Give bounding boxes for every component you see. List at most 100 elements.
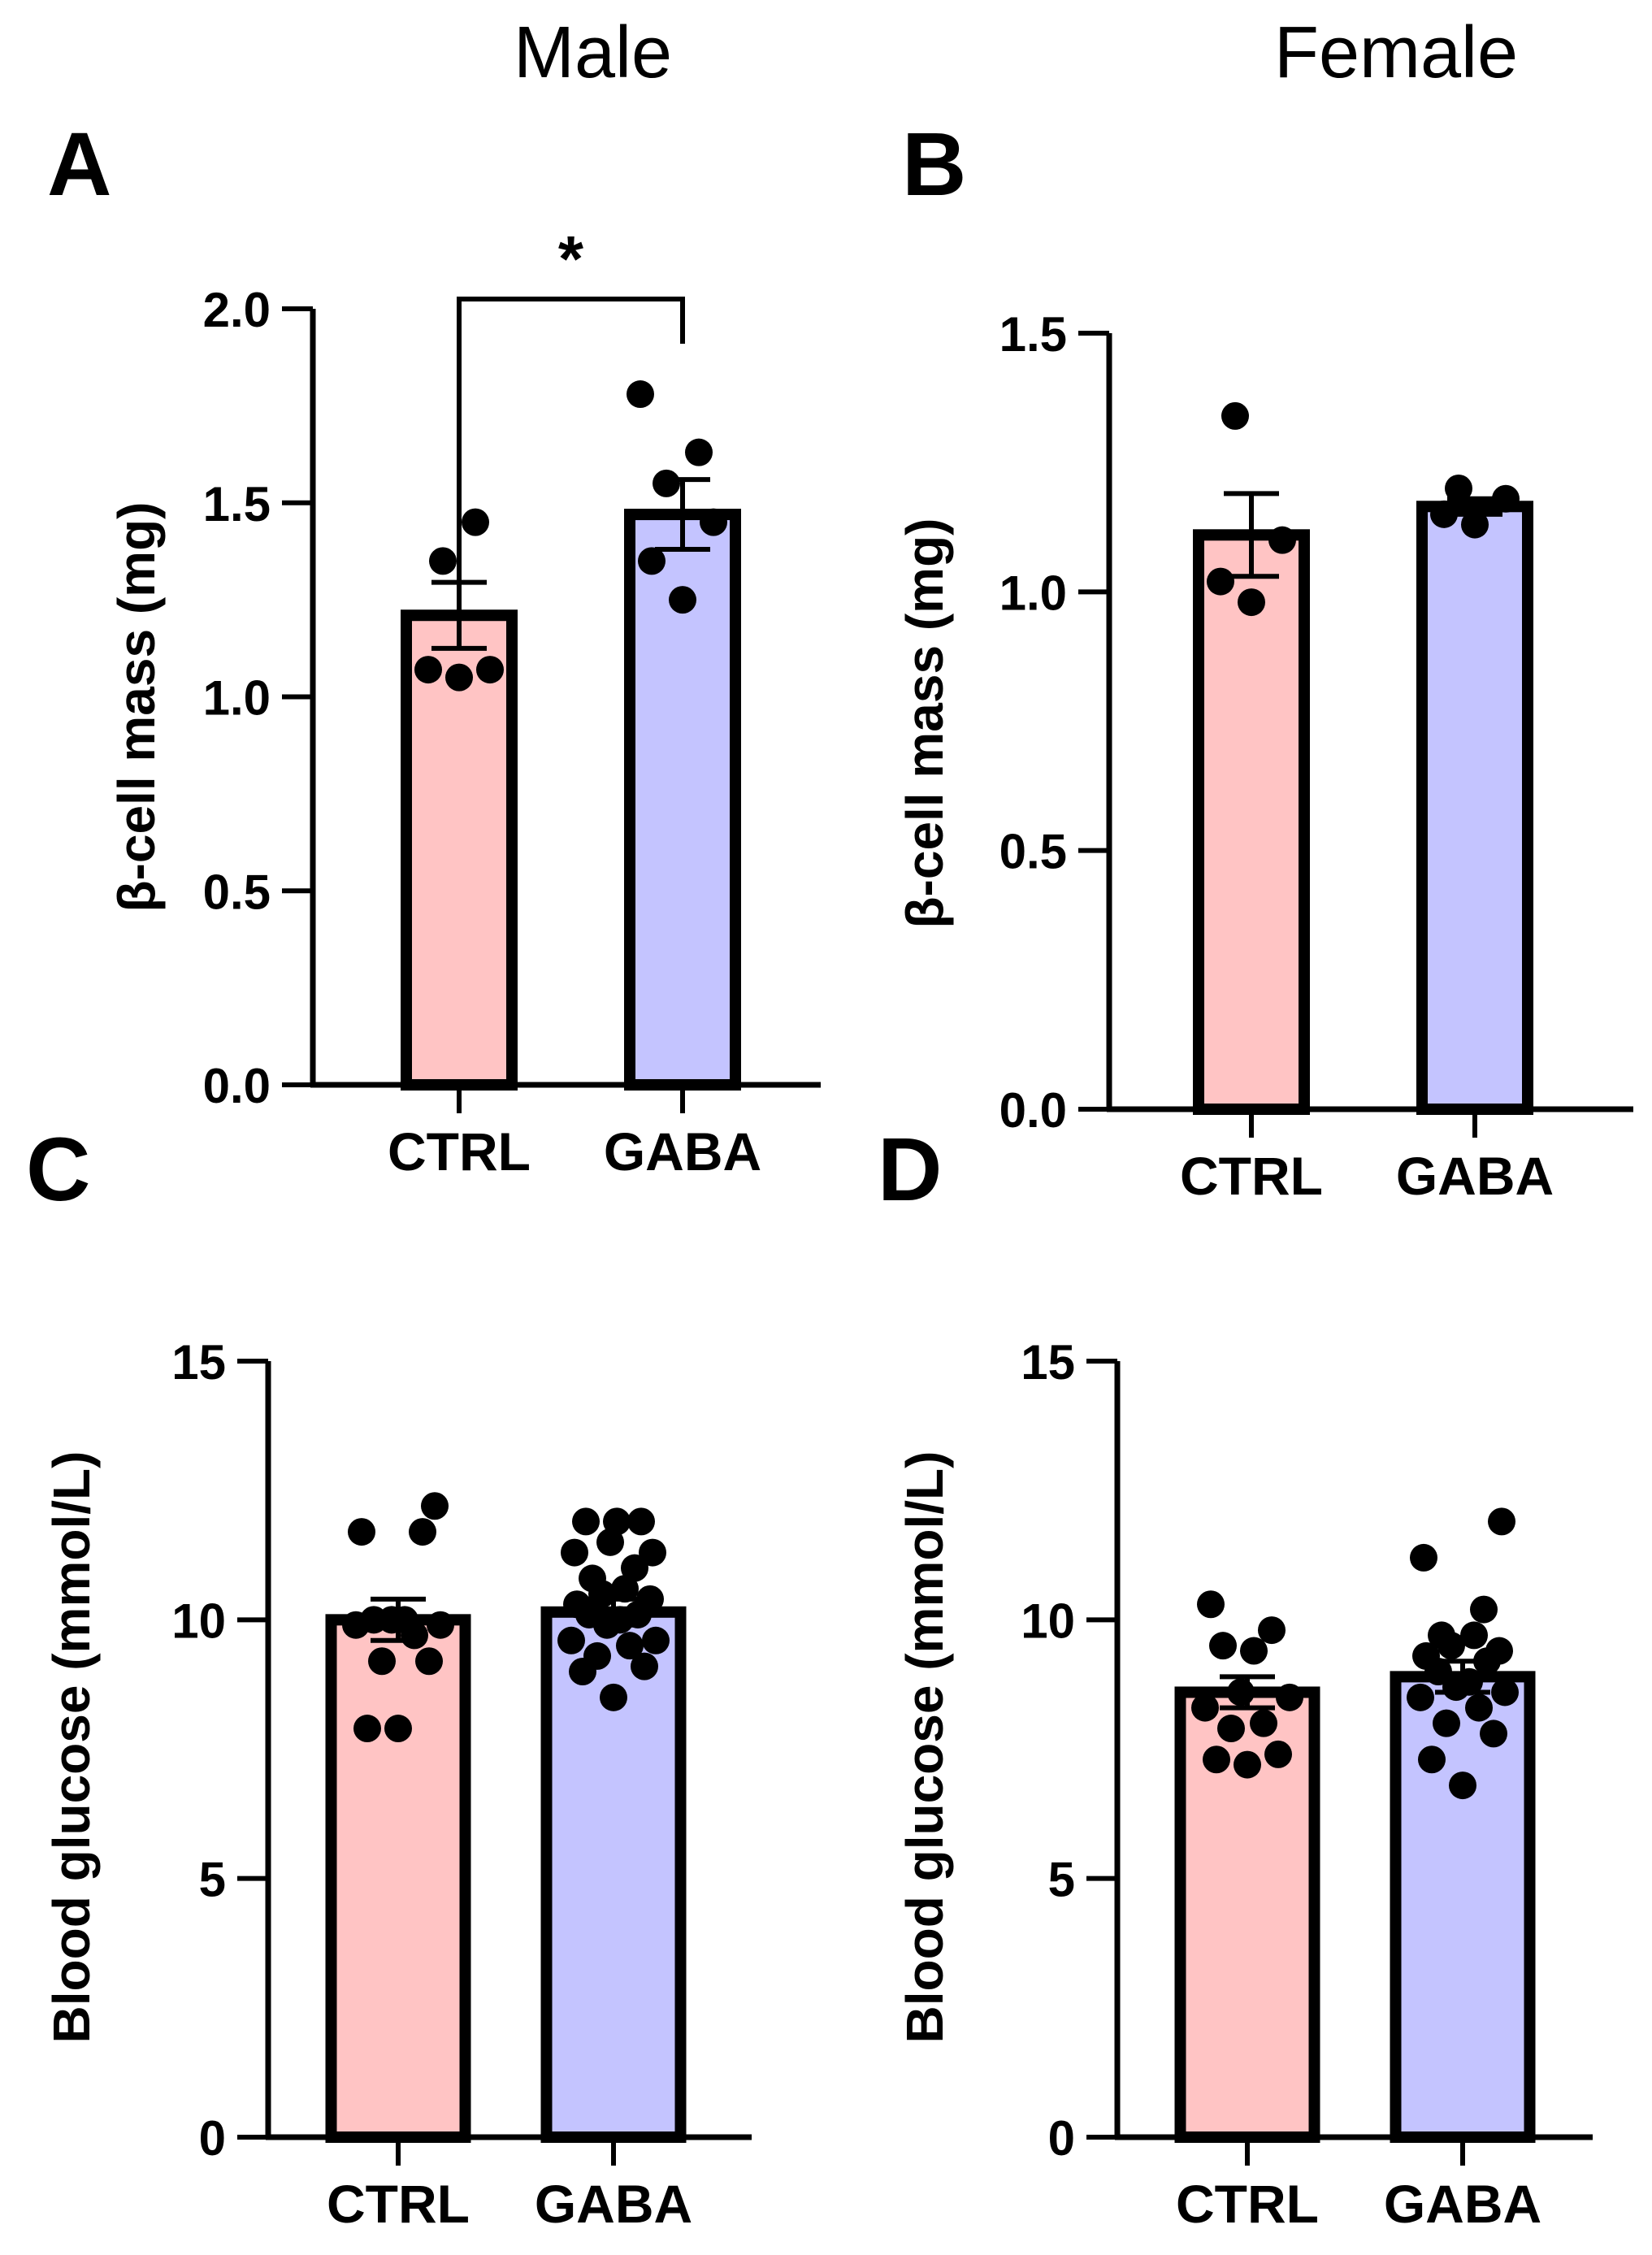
data-point [1276,1683,1303,1711]
data-point [1240,1637,1268,1665]
y-tick-label: 0.5 [999,825,1067,879]
data-point [1234,1750,1261,1779]
data-point [1191,1693,1219,1722]
data-point [1488,1507,1515,1536]
x-tick-label: CTRL [1180,1146,1323,1206]
data-point [1461,510,1489,539]
column-header-female: Female [1274,12,1519,93]
data-point [611,1575,639,1603]
data-point [1470,1595,1498,1624]
y-tick-label: 10 [1021,1594,1075,1648]
data-point [627,1507,655,1536]
data-point [572,1507,600,1536]
data-point [414,656,442,684]
y-tick-label: 1.0 [203,671,271,726]
data-point [427,1611,454,1639]
y-tick-label: 0 [199,2111,226,2166]
y-tick-label: 1.5 [999,307,1067,362]
data-point [653,469,680,497]
data-point [700,508,727,536]
y-tick-label: 1.5 [203,477,271,531]
data-point [639,1538,666,1567]
y-axis-title: Blood glucose (mmol/L) [42,1451,101,2044]
data-point [1203,1745,1230,1774]
data-point [1410,1543,1437,1572]
data-point [1445,475,1472,502]
x-tick-label: GABA [604,1121,761,1182]
data-point [429,547,457,575]
data-point [348,1518,375,1546]
data-point [1418,1745,1446,1774]
y-axis-title: Blood glucose (mmol/L) [895,1451,954,2044]
data-point [409,1518,436,1546]
data-point [1268,526,1296,554]
bar-gaba [540,1606,687,2143]
y-tick-label: 5 [199,1853,226,1907]
data-point [636,1585,664,1613]
data-point [638,547,666,575]
x-tick-label: CTRL [388,1121,531,1182]
x-tick-label: GABA [1396,1146,1554,1206]
data-point [616,1632,644,1660]
y-tick-label: 15 [171,1335,226,1390]
data-point [621,1554,648,1582]
y-tick-label: 0 [1048,2111,1075,2166]
y-tick-label: 5 [1048,1853,1075,1907]
data-point [1492,484,1520,513]
y-tick-label: 15 [1021,1335,1075,1390]
data-point [1449,1771,1476,1800]
data-point [445,663,473,692]
y-tick-label: 1.0 [999,566,1067,620]
data-point [631,1652,658,1680]
data-point [384,1715,412,1743]
panel-letter-d: D [878,1120,943,1220]
data-point [642,1626,670,1654]
data-point [583,1641,611,1670]
data-point [563,1590,591,1619]
data-point [1238,588,1265,617]
data-point [1428,1621,1455,1650]
data-point [1258,1616,1286,1645]
y-tick-label: 0.0 [203,1059,271,1113]
data-point [600,1683,627,1711]
data-point [353,1715,381,1743]
data-point [1460,1621,1488,1650]
data-point [391,1606,418,1634]
data-point [1412,1641,1440,1670]
significance-label: * [558,223,584,295]
data-point [415,1647,443,1676]
y-tick-label: 10 [171,1594,226,1648]
data-point [1407,1683,1434,1711]
x-tick-label: GABA [535,2174,692,2234]
bar-ctrl [1193,529,1310,1115]
data-point [1197,1590,1225,1619]
data-point [685,438,713,466]
y-tick-label: 0.5 [203,865,271,919]
data-point [1217,1715,1245,1743]
data-point [561,1538,588,1567]
data-point [368,1647,396,1676]
data-point [360,1606,388,1634]
y-axis-title: β-cell mass (mg) [107,502,166,913]
x-tick-label: CTRL [1176,2174,1319,2234]
data-point [1221,401,1249,430]
panel-letter-c: C [26,1120,91,1220]
data-point [669,586,696,614]
data-point [1433,1709,1460,1737]
data-point [1264,1740,1292,1768]
data-point [557,1626,585,1654]
data-point [462,508,489,536]
data-point [1250,1709,1277,1737]
data-point [476,656,504,684]
data-point [627,380,654,409]
y-tick-label: 0.0 [999,1083,1067,1138]
data-point [1480,1719,1507,1748]
data-point [1465,1693,1493,1722]
data-point [579,1564,606,1593]
x-tick-label: CTRL [327,2174,470,2234]
bar-ctrl [325,1614,471,2144]
panel-letter-b: B [902,115,967,215]
